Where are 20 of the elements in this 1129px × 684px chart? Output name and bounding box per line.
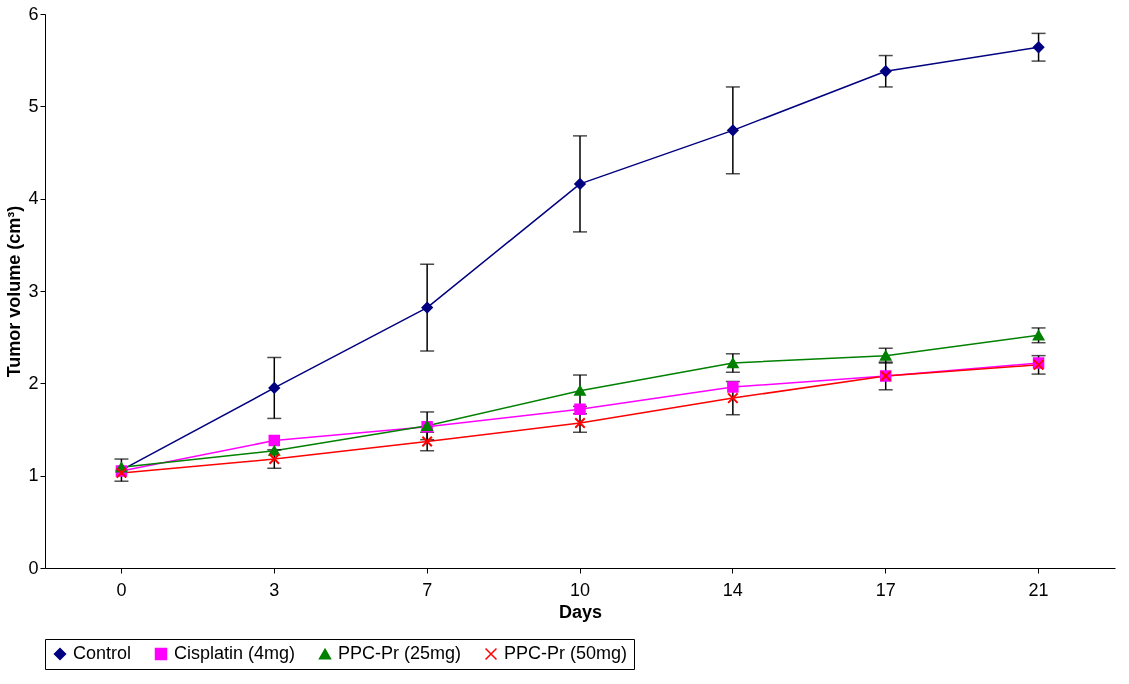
y-axis-title: Tumor volume (cm³) — [4, 205, 25, 378]
legend-label: PPC-Pr (50mg) — [504, 643, 628, 663]
x-tick-label: 0 — [116, 579, 127, 600]
y-tick-label: 5 — [28, 95, 39, 116]
y-tick-label: 0 — [28, 557, 39, 578]
x-tick-label: 10 — [569, 579, 591, 600]
y-tick-label: 2 — [28, 372, 39, 393]
x-axis-title: Days — [558, 601, 603, 622]
x-tick-label: 17 — [875, 579, 896, 600]
x-tick-label: 14 — [722, 579, 743, 600]
y-tick-label: 3 — [28, 280, 39, 301]
x-tick-label: 3 — [269, 579, 280, 600]
x-tick-label: 21 — [1028, 579, 1049, 600]
y-tick-label: 1 — [28, 465, 39, 486]
legend-label: Cisplatin (4mg) — [174, 643, 296, 663]
y-tick-label: 6 — [28, 3, 39, 24]
legend-label: Control — [73, 643, 132, 663]
legend-label: PPC-Pr (25mg) — [338, 643, 462, 663]
y-tick-label: 4 — [28, 188, 39, 209]
x-tick-label: 7 — [422, 579, 433, 600]
